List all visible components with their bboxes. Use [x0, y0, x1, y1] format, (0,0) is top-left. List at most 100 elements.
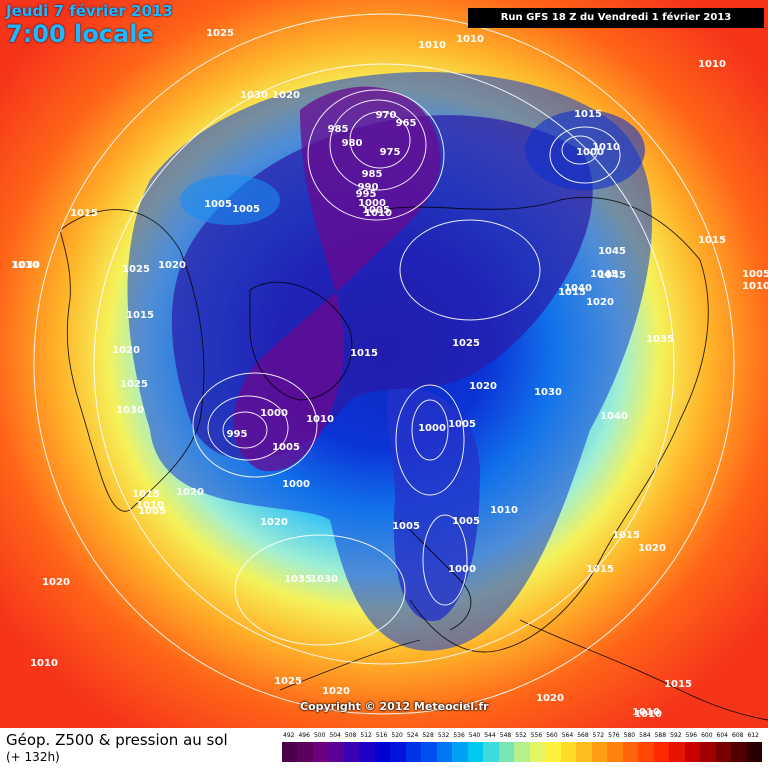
color-scale: 492 496 500 504 508 512 516 520 524 528 532 536 540 5… [282, 732, 763, 762]
scale-label: 496 [298, 732, 310, 739]
isobar-label: 1005 [742, 269, 768, 280]
isobar-label: 1010 [592, 142, 620, 153]
scale-swatch [545, 742, 561, 762]
isobar-label: 1010 [634, 709, 662, 720]
scale-swatch [731, 742, 747, 762]
isobar-label: 1015 [558, 287, 586, 298]
isobar-label: 1030 [116, 405, 144, 416]
isobar-label: 1010 [490, 505, 518, 516]
isobar-label: 1020 [586, 297, 614, 308]
scale-label: 576 [608, 732, 620, 739]
forecast-lead: (+ 132h) [6, 750, 60, 764]
isobar-label: 1020 [272, 90, 300, 101]
isobar-label: 1025 [452, 338, 480, 349]
scale-label: 568 [577, 732, 589, 739]
isobar-label: 1030 [240, 90, 268, 101]
isobar-label: 1025 [206, 28, 234, 39]
isobar-label: 1015 [586, 564, 614, 575]
isobar-label: 1030 [12, 260, 40, 271]
isobar-label: 1010 [30, 658, 58, 669]
scale-label: 596 [685, 732, 698, 739]
isobar-label: 1005 [448, 419, 476, 430]
isobar-label: 985 [362, 169, 383, 180]
scale-swatch [529, 742, 546, 762]
isobar-label: 1010 [698, 59, 726, 70]
scale-label: 600 [701, 732, 713, 739]
isobar-label: 1005 [452, 516, 480, 527]
run-info: Run GFS 18 Z du Vendredi 1 février 2013 [468, 8, 764, 28]
isobar-label: 1010 [632, 707, 660, 718]
isobar-label: 1015 [70, 208, 98, 219]
isobar-label: 1000 [260, 408, 288, 419]
scale-label: 560 [546, 732, 558, 739]
isobar-label: 1000 [448, 564, 476, 575]
isobar-label: 1010 [364, 208, 392, 219]
isobar-label: 1020 [469, 381, 497, 392]
scale-label: 528 [422, 732, 434, 739]
isobar-label: 1015 [126, 310, 154, 321]
scale-swatch [483, 742, 499, 762]
isobar-label: 1005 [272, 442, 300, 453]
isobar-label: 975 [380, 147, 401, 158]
scale-swatch [467, 742, 484, 762]
scale-swatch [560, 742, 577, 762]
isobar-label: 1005 [392, 521, 420, 532]
copyright: Copyright © 2012 Meteociel.fr [300, 700, 489, 713]
isobar-label: 1010 [306, 414, 334, 425]
scale-swatch [405, 742, 422, 762]
legend-footer: Géop. Z500 & pression au sol (+ 132h) 49… [0, 728, 768, 768]
scale-label: 564 [561, 732, 574, 739]
scale-swatch [514, 742, 530, 762]
isobar-label: 1000 [282, 479, 310, 490]
isobar-label: 995 [227, 429, 248, 440]
isobar-label: 1010 [418, 40, 446, 51]
isobar-label: 1010 [136, 500, 164, 511]
isobar-label: 985 [328, 124, 349, 135]
isobar-label: 1025 [120, 379, 148, 390]
scale-swatch [452, 742, 468, 762]
isobar-label: 1045 [590, 269, 618, 280]
isobar-label: 1005 [362, 205, 390, 216]
isobar-label: 980 [342, 138, 363, 149]
scale-label: 552 [515, 732, 527, 739]
scale-swatch [746, 742, 763, 762]
scale-label: 580 [623, 732, 636, 739]
isobar-label: 1005 [204, 199, 232, 210]
isobar-label: 995 [356, 189, 377, 200]
scale-swatch [421, 742, 437, 762]
isobar-label: 965 [396, 118, 417, 129]
scale-label: 548 [499, 732, 512, 739]
isobar-label: 1015 [574, 109, 602, 120]
scale-swatch [359, 742, 375, 762]
scale-swatch [715, 742, 732, 762]
scale-label: 516 [375, 732, 388, 739]
scale-label: 500 [313, 732, 326, 739]
scale-swatch [343, 742, 360, 762]
scale-label: 572 [592, 732, 605, 739]
isobar-label: 1020 [176, 487, 204, 498]
scale-label: 544 [484, 732, 496, 739]
isobar-label: 1020 [638, 543, 666, 554]
isobar-label: 1040 [564, 283, 592, 294]
scale-swatch [653, 742, 670, 762]
scale-label: 608 [732, 732, 744, 739]
scale-label: 592 [670, 732, 682, 739]
isobar-label: 1020 [158, 260, 186, 271]
isobars [33, 13, 735, 715]
isobar-label: 1015 [664, 679, 692, 690]
scale-label: 524 [406, 732, 419, 739]
scale-label: 532 [437, 732, 450, 739]
scale-label: 520 [391, 732, 403, 739]
isobar-label: 1020 [42, 577, 70, 588]
scale-swatch [312, 742, 329, 762]
scale-swatch [282, 742, 298, 762]
isobar-label: 1025 [122, 264, 150, 275]
scale-label: 536 [453, 732, 465, 739]
isobar-label: 1040 [600, 411, 628, 422]
isobar-label: 1020 [322, 686, 350, 697]
scale-swatch [297, 742, 313, 762]
map-title: Géop. Z500 & pression au sol [6, 731, 228, 749]
